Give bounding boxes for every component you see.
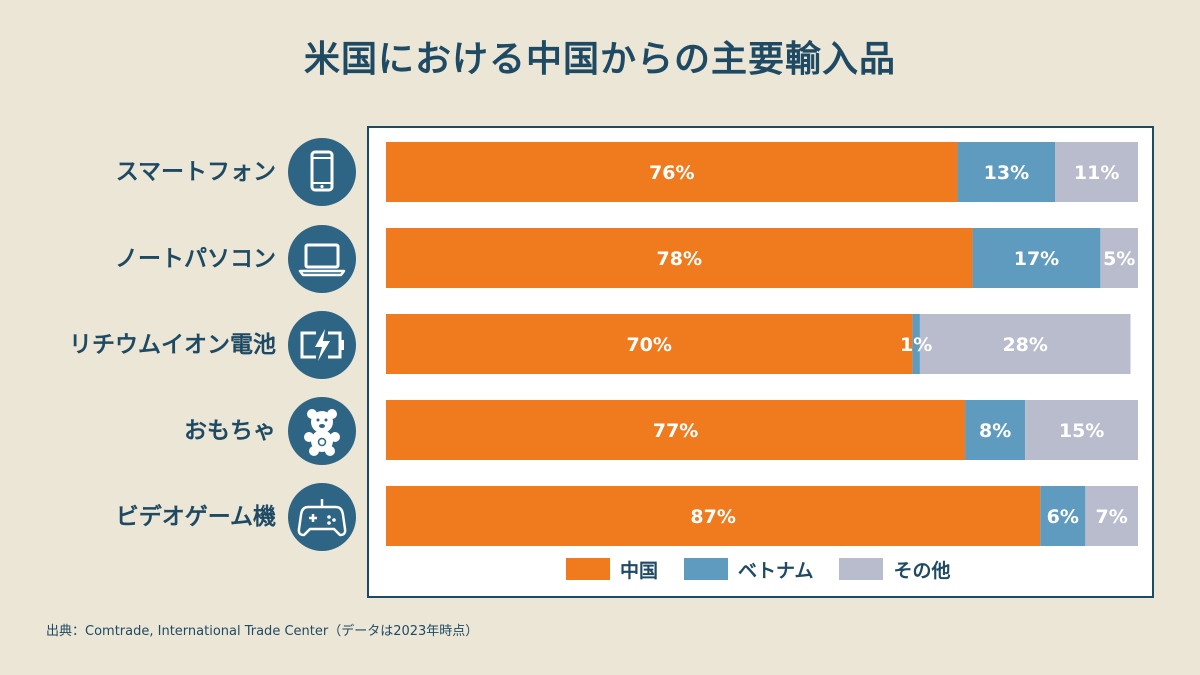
legend-label: その他 <box>893 559 951 582</box>
category-label: おもちゃ <box>184 418 276 444</box>
bar-segment-other <box>1055 142 1138 202</box>
category-label: リチウムイオン電池 <box>69 332 276 358</box>
source-note: 出典：Comtrade, International Trade Center（… <box>46 624 479 639</box>
legend-label: 中国 <box>620 559 659 582</box>
data-label: 70% <box>626 334 671 356</box>
bar-segment-china <box>386 486 1041 546</box>
category-labels: スマートフォン ノートパソコン リチウムイオン電池 <box>0 0 360 675</box>
bar-segment-vietnam <box>912 314 920 374</box>
battery-icon <box>288 311 356 379</box>
chart-title: 米国における中国からの主要輸入品 <box>303 39 896 80</box>
legend-item-other: その他 <box>839 556 950 583</box>
data-label: 8% <box>979 420 1011 442</box>
category-row-toys: おもちゃ <box>0 396 360 466</box>
data-label: 28% <box>1002 334 1047 356</box>
bar-segment-other <box>1100 228 1138 288</box>
bar-segment-china <box>386 400 966 460</box>
data-label: 76% <box>649 162 694 184</box>
legend-item-vietnam: ベトナム <box>684 556 813 583</box>
legend-swatch-other <box>839 558 884 580</box>
category-label: ノートパソコン <box>115 246 276 272</box>
category-row-battery: リチウムイオン電池 <box>0 310 360 380</box>
gamepad-icon <box>288 483 356 551</box>
data-label: 11% <box>1074 162 1119 184</box>
data-label: 1% <box>900 334 932 356</box>
legend: 中国 ベトナム その他 <box>566 556 976 582</box>
bar-segment-china <box>386 228 973 288</box>
category-row-smartphone: スマートフォン <box>0 137 360 207</box>
category-row-laptop: ノートパソコン <box>0 224 360 294</box>
category-label: スマートフォン <box>115 159 276 185</box>
legend-label: ベトナム <box>738 559 814 582</box>
data-label: 15% <box>1059 420 1104 442</box>
bar-segment-other <box>1085 486 1138 546</box>
category-row-game-console: ビデオゲーム機 <box>0 482 360 552</box>
data-label: 87% <box>690 506 735 528</box>
bar-segment-vietnam <box>965 400 1026 460</box>
bar-segment-vietnam <box>1040 486 1086 546</box>
bar-segment-other <box>1025 400 1138 460</box>
legend-item-china: 中国 <box>566 556 658 583</box>
data-label: 77% <box>653 420 698 442</box>
teddy-bear-icon <box>288 397 356 465</box>
laptop-icon <box>288 225 356 293</box>
category-label: ビデオゲーム機 <box>115 504 276 530</box>
data-label: 17% <box>1014 248 1059 270</box>
data-label: 7% <box>1096 506 1128 528</box>
legend-swatch-vietnam <box>684 558 729 580</box>
bar-segment-other <box>919 314 1131 374</box>
bar-segment-vietnam <box>957 142 1056 202</box>
data-label: 78% <box>657 248 702 270</box>
legend-swatch-china <box>566 558 610 580</box>
bar-segment-china <box>386 142 958 202</box>
data-label: 6% <box>1047 506 1079 528</box>
data-label: 5% <box>1103 248 1135 270</box>
bar-segment-china <box>386 314 913 374</box>
data-label: 13% <box>984 162 1029 184</box>
bar-segment-vietnam <box>972 228 1101 288</box>
smartphone-icon <box>288 138 356 206</box>
